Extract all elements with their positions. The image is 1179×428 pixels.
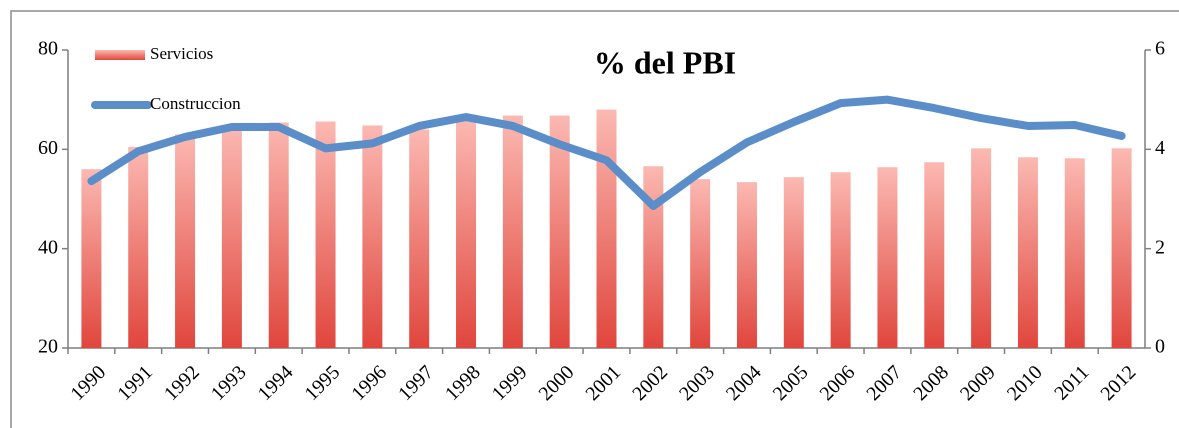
bar bbox=[175, 134, 196, 348]
x-tick-label: 1999 bbox=[488, 361, 532, 405]
bar bbox=[128, 146, 149, 348]
x-tick-label: 2001 bbox=[581, 361, 625, 405]
x-tick-label: 1997 bbox=[394, 361, 438, 405]
bar bbox=[924, 162, 945, 348]
y-tick-label: 20 bbox=[38, 336, 58, 358]
y2-tick-label: 0 bbox=[1155, 336, 1165, 358]
x-tick-label: 1992 bbox=[160, 361, 204, 405]
x-tick-label: 2011 bbox=[1050, 361, 1093, 404]
x-tick-label: 1993 bbox=[207, 361, 251, 405]
x-tick-label: 2010 bbox=[1003, 361, 1047, 405]
y2-tick-label: 2 bbox=[1155, 236, 1165, 258]
y-tick-label: 60 bbox=[38, 137, 58, 159]
bar bbox=[1111, 148, 1132, 348]
legend-label: Servicios bbox=[150, 44, 213, 63]
x-tick-label: 2002 bbox=[628, 361, 672, 405]
x-tick-label: 2012 bbox=[1097, 361, 1141, 405]
bar bbox=[1064, 158, 1085, 348]
y2-tick-label: 6 bbox=[1155, 38, 1165, 60]
x-tick-label: 1995 bbox=[300, 361, 344, 405]
x-tick-label: 2004 bbox=[722, 361, 766, 405]
bar bbox=[456, 119, 477, 349]
bar bbox=[81, 169, 102, 348]
y-tick-label: 80 bbox=[38, 38, 58, 60]
bar bbox=[643, 166, 664, 348]
legend-swatch bbox=[95, 50, 145, 60]
bar bbox=[549, 115, 570, 348]
x-tick-label: 2008 bbox=[909, 361, 953, 405]
x-tick-label: 2007 bbox=[862, 361, 906, 405]
bar bbox=[315, 121, 336, 349]
bar bbox=[877, 167, 898, 348]
x-tick-label: 2006 bbox=[816, 361, 860, 405]
y2-tick-label: 4 bbox=[1155, 137, 1165, 159]
x-tick-label: 1990 bbox=[66, 361, 110, 405]
x-tick-label: 2005 bbox=[769, 361, 813, 405]
bar bbox=[221, 126, 242, 348]
bar bbox=[596, 109, 617, 348]
bar bbox=[830, 172, 851, 348]
chart-frame bbox=[10, 10, 1179, 428]
y-tick-label: 40 bbox=[38, 236, 58, 258]
x-tick-label: 1996 bbox=[347, 361, 391, 405]
x-tick-label: 1994 bbox=[254, 361, 298, 405]
line bbox=[87, 95, 1126, 210]
x-tick-label: 2000 bbox=[535, 361, 579, 405]
bar bbox=[783, 177, 804, 348]
x-tick-label: 2009 bbox=[956, 361, 1000, 405]
bar bbox=[362, 125, 383, 348]
bar bbox=[971, 148, 992, 348]
bar bbox=[409, 129, 430, 348]
bar bbox=[502, 115, 523, 348]
bar bbox=[268, 122, 289, 348]
bar bbox=[736, 182, 757, 348]
x-tick-label: 1998 bbox=[441, 361, 485, 405]
legend-label: Construccion bbox=[150, 94, 241, 113]
chart-title: % del PBI bbox=[594, 44, 736, 80]
x-tick-label: 1991 bbox=[113, 361, 157, 405]
x-tick-label: 2003 bbox=[675, 361, 719, 405]
bar bbox=[690, 179, 711, 348]
bar bbox=[1017, 157, 1038, 348]
